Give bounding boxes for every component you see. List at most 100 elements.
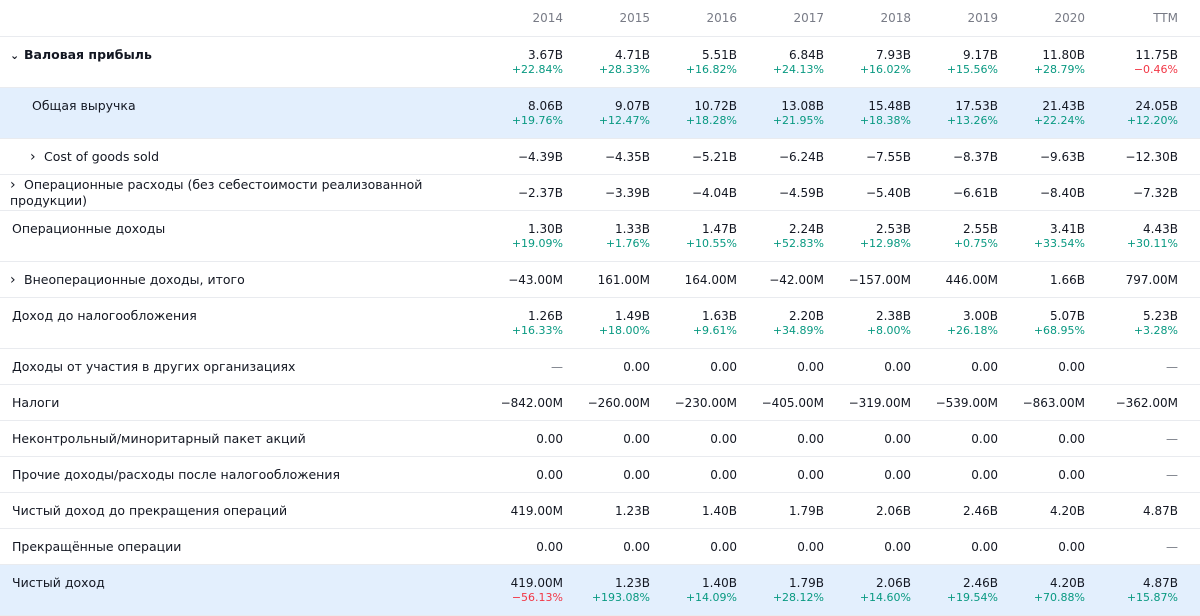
value: −362.00M (1115, 395, 1178, 410)
value: 164.00M (684, 272, 737, 287)
table-row: Доход до налогообложения 1.26B +16.33% 1.49… (0, 298, 1200, 349)
value-cell: −4.35B (567, 149, 654, 165)
change-percent: +18.28% (685, 114, 737, 127)
table-row[interactable]: ⌄ Валовая прибыль 3.67B +22.84% 4.71B +28.33%… (0, 37, 1200, 88)
value-cell: 0.00 (915, 431, 1002, 447)
value: −42.00M (769, 272, 824, 287)
value: 446.00M (945, 272, 998, 287)
value: −7.55B (865, 149, 911, 164)
row-label: Операционные доходы (0, 211, 480, 261)
value: 0.00 (971, 467, 998, 482)
change-percent: +193.08% (591, 591, 650, 604)
value-cell: 2.20B +34.89% (741, 298, 828, 348)
row-label-text: Cost of goods sold (44, 148, 160, 164)
change-percent: +70.88% (1033, 591, 1085, 604)
value-cell: 0.00 (915, 539, 1002, 555)
value: 1.66B (1050, 272, 1085, 287)
value: 0.00 (710, 359, 737, 374)
value-cell: −157.00M (828, 272, 915, 288)
year-header: TTM (1153, 11, 1178, 25)
value: 0.00 (797, 359, 824, 374)
value: 5.23B (1143, 309, 1178, 323)
value: 0.00 (797, 431, 824, 446)
value-cell: 2.53B +12.98% (828, 211, 915, 261)
value-cell: 4.87B +15.87% (1089, 565, 1200, 615)
change-percent: −0.46% (1133, 63, 1178, 76)
table-row[interactable]: › Внеоперационные доходы, итого −43.00M 161… (0, 262, 1200, 298)
value-cell: −8.40B (1002, 185, 1089, 201)
row-label-text: Доходы от участия в других организациях (12, 359, 296, 374)
table-row: Операционные доходы 1.30B +19.09% 1.33B +1.7… (0, 211, 1200, 262)
value-cell: 419.00M −56.13% (480, 565, 567, 615)
value-cell: 2.24B +52.83% (741, 211, 828, 261)
row-label-text: Чистый доход до прекращения операций (12, 503, 288, 518)
change-percent: +15.56% (946, 63, 998, 76)
value: 1.79B (789, 503, 824, 518)
value: −539.00M (935, 395, 998, 410)
value-cell: 8.06B +19.76% (480, 88, 567, 138)
value: −4.04B (691, 185, 737, 200)
value: 0.00 (710, 539, 737, 554)
value-cell: 797.00M (1089, 272, 1200, 288)
table-row: Доходы от участия в других организациях —… (0, 349, 1200, 385)
change-percent: +52.83% (772, 237, 824, 250)
row-label: Прочие доходы/расходы после налогообложе… (0, 467, 480, 482)
value: 2.55B (963, 222, 998, 236)
value-cell: 1.30B +19.09% (480, 211, 567, 261)
change-percent: +16.02% (859, 63, 911, 76)
value-cell: 3.00B +26.18% (915, 298, 1002, 348)
chevron-right-icon[interactable]: › (30, 148, 36, 165)
value: 3.00B (963, 309, 998, 323)
chevron-right-icon[interactable]: › (10, 177, 16, 193)
value-cell: 164.00M (654, 272, 741, 288)
value: 6.84B (789, 48, 824, 62)
value-cell: 1.47B +10.55% (654, 211, 741, 261)
table-body: ⌄ Валовая прибыль 3.67B +22.84% 4.71B +28.33%… (0, 37, 1200, 616)
table-row[interactable]: › Операционные расходы (без себестоимости… (0, 175, 1200, 211)
value: 1.79B (789, 576, 824, 590)
chevron-down-icon[interactable]: ⌄ (10, 49, 20, 62)
value-cell: −8.37B (915, 149, 1002, 165)
value: 0.00 (536, 539, 563, 554)
value: 8.06B (528, 99, 563, 113)
value: 2.06B (876, 576, 911, 590)
value: 0.00 (1058, 431, 1085, 446)
value: 1.23B (615, 503, 650, 518)
value: 2.20B (789, 309, 824, 323)
change-percent: +15.87% (1126, 591, 1178, 604)
value-cell: 13.08B +21.95% (741, 88, 828, 138)
value-cell: 0.00 (654, 431, 741, 447)
table-row: Прочие доходы/расходы после налогообложе… (0, 457, 1200, 493)
value: 0.00 (710, 467, 737, 482)
value-cell: 1.66B (1002, 272, 1089, 288)
value: 4.71B (615, 48, 650, 62)
value-cell: −539.00M (915, 395, 1002, 411)
chevron-right-icon[interactable]: › (10, 271, 16, 288)
value: 7.93B (876, 48, 911, 62)
value: −863.00M (1022, 395, 1085, 410)
table-row[interactable]: › Cost of goods sold −4.39B −4.35B −5.21B −6.… (0, 139, 1200, 175)
row-label-text: Внеоперационные доходы, итого (24, 271, 245, 287)
value-cell: — (1089, 467, 1200, 483)
value-cell: −43.00M (480, 272, 567, 288)
value-cell: −2.37B (480, 185, 567, 201)
value: 11.80B (1042, 48, 1085, 62)
value-cell: −42.00M (741, 272, 828, 288)
value-cell: 5.23B +3.28% (1089, 298, 1200, 348)
value-cell: 2.38B +8.00% (828, 298, 915, 348)
value: −8.37B (952, 149, 998, 164)
value-cell: 1.23B +193.08% (567, 565, 654, 615)
change-percent: +28.12% (772, 591, 824, 604)
table-row: Прекращённые операции 0.00 0.00 0.00 0.00 0.0… (0, 529, 1200, 565)
change-percent: +19.09% (511, 237, 563, 250)
value: 1.63B (702, 309, 737, 323)
value-cell: 6.84B +24.13% (741, 37, 828, 87)
change-percent: +13.26% (946, 114, 998, 127)
row-label: Доход до налогообложения (0, 298, 480, 348)
value-cell: 0.00 (654, 359, 741, 375)
table-row: Чистый доход 419.00M −56.13% 1.23B +193.08% 1… (0, 565, 1200, 616)
value-cell: 0.00 (567, 539, 654, 555)
value-cell: 0.00 (741, 359, 828, 375)
value-cell: 0.00 (828, 539, 915, 555)
